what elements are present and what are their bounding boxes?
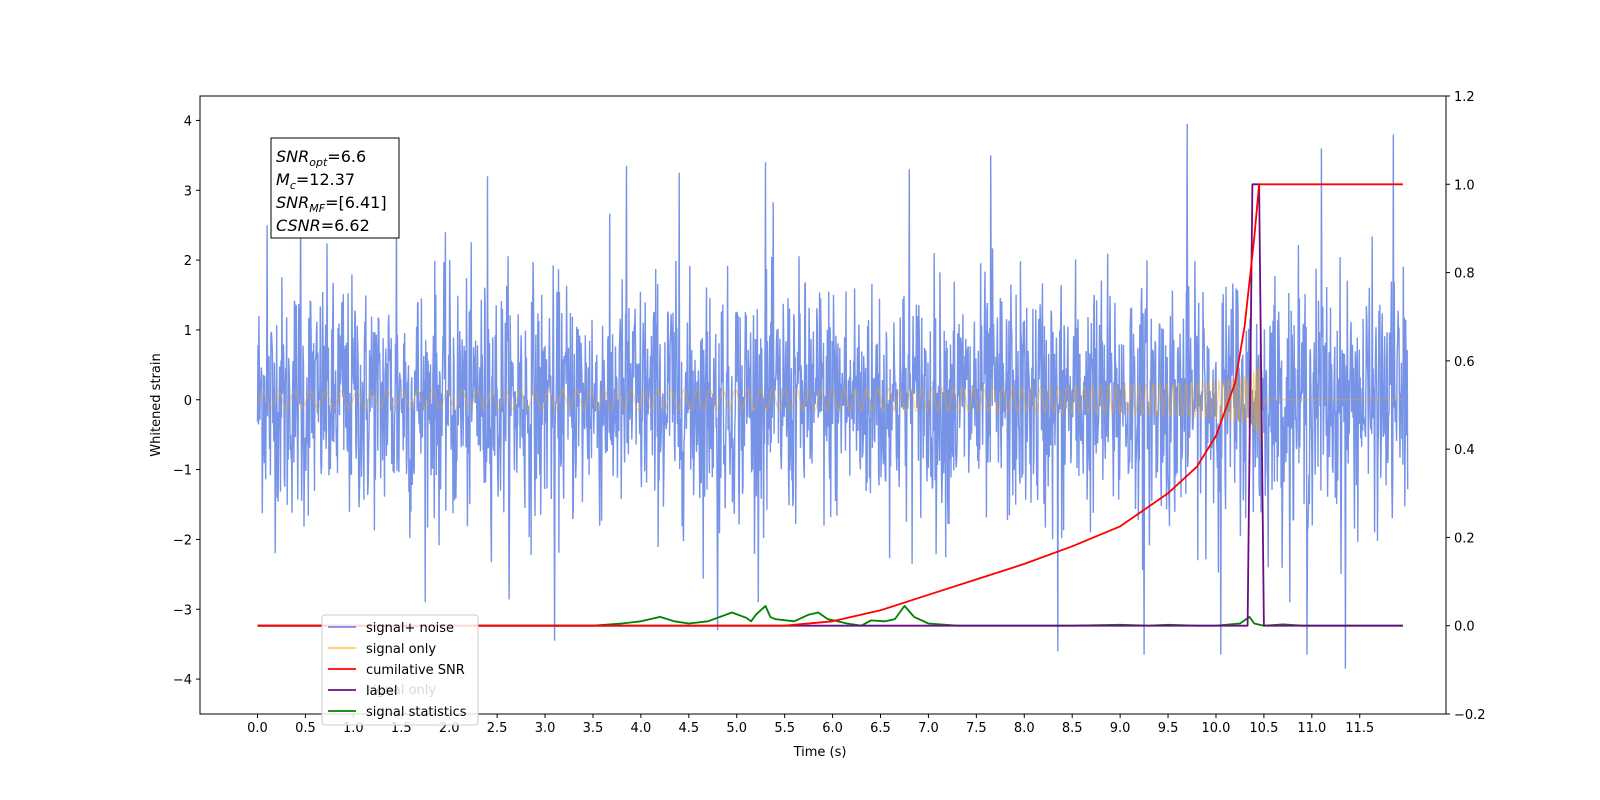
series-cumulative-snr [257, 183, 1403, 627]
x-tick-label: 2.5 [487, 721, 508, 736]
x-tick-label: 0.0 [247, 721, 268, 736]
legend-frame [321, 614, 479, 726]
y2-tick-label: 0.6 [1454, 355, 1475, 370]
annotation-line: CSNR=6.62 [276, 216, 370, 235]
x-tick-label: 4.5 [678, 721, 699, 736]
legend-label: signal only [366, 642, 436, 657]
annotation-line: SNRopt=6.6 [276, 147, 366, 169]
y-tick-label: 1 [184, 324, 192, 339]
y-tick-label: 3 [184, 184, 192, 199]
x-axis-label: Time (s) [793, 745, 847, 760]
y-tick-label: 0 [184, 394, 192, 409]
annotation-line: SNRMF=[6.41] [276, 193, 387, 215]
y-axis-label: Whitened strain [149, 353, 164, 456]
x-tick-label: 10.5 [1249, 721, 1278, 736]
y-tick-label: 2 [184, 254, 192, 269]
legend-label: cumilative SNR [366, 663, 465, 678]
y2-tick-label: 0.0 [1454, 620, 1475, 635]
y2-tick-label: 1.0 [1454, 178, 1475, 193]
x-tick-label: 3.0 [535, 721, 556, 736]
series-signal-only [256, 357, 1403, 445]
y2-tick-label: 0.8 [1454, 267, 1475, 282]
y-tick-label: −3 [173, 603, 192, 618]
x-tick-label: 3.5 [583, 721, 604, 736]
x-tick-label: 5.0 [726, 721, 747, 736]
annotation-line: Mc=12.37 [276, 170, 355, 192]
y-tick-label: −2 [173, 533, 192, 548]
y-axis: 4 3 2 1 0 −1 −2 −3 −4 [173, 114, 200, 688]
y2-tick-label: 0.2 [1454, 531, 1475, 546]
x-tick-label: 9.0 [1110, 721, 1131, 736]
x-tick-label: 6.5 [870, 721, 891, 736]
y-tick-label: 4 [184, 114, 192, 129]
y2-tick-label: 1.2 [1454, 90, 1475, 105]
legend: signal only signal+ noise signal only cumil… [321, 614, 479, 726]
x-tick-label: 11.5 [1345, 721, 1374, 736]
y2-tick-label: 0.4 [1454, 443, 1475, 458]
x-tick-label: 5.5 [774, 721, 795, 736]
x-tick-label: 7.5 [966, 721, 987, 736]
legend-label: signal statistics [366, 705, 467, 720]
x-tick-label: 11.0 [1297, 721, 1326, 736]
plot-frame [199, 95, 1447, 715]
series-signal-noise [256, 123, 1409, 669]
y2-axis: 1.2 1.0 0.8 0.6 0.4 0.2 0.0 −0.2 [1446, 90, 1486, 723]
annotation-frame [270, 137, 400, 239]
x-tick-label: 10.0 [1201, 721, 1230, 736]
y-tick-label: −4 [173, 673, 192, 688]
legend-label: signal+ noise [366, 621, 454, 636]
series-layer [256, 123, 1409, 669]
x-tick-label: 8.5 [1062, 721, 1083, 736]
legend-label: label [366, 684, 397, 699]
x-tick-label: 6.0 [822, 721, 843, 736]
y-tick-label: −1 [173, 464, 192, 479]
x-tick-label: 8.0 [1014, 721, 1035, 736]
x-tick-label: 9.5 [1158, 721, 1179, 736]
x-tick-label: 4.0 [631, 721, 652, 736]
series-label [257, 183, 1403, 627]
y2-tick-label: −0.2 [1454, 708, 1486, 723]
x-tick-label: 0.5 [295, 721, 316, 736]
x-tick-label: 7.0 [918, 721, 939, 736]
legend-ghost-text: signal only [366, 683, 436, 698]
